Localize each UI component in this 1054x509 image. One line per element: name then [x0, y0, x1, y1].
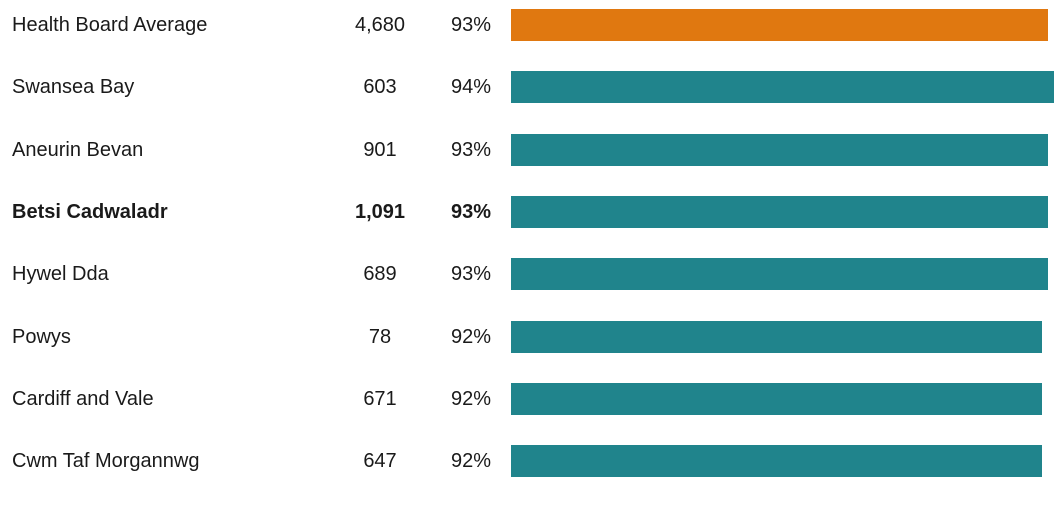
health-board-bar-chart: Health Board Average 4,680 93% Swansea Bay 6…: [0, 0, 1054, 484]
table-row: Aneurin Bevan 901 93%: [0, 134, 1054, 198]
row-percent-label: 92%: [436, 325, 506, 349]
bar-track: [511, 134, 1054, 166]
bar-track: [511, 445, 1054, 477]
row-label: Health Board Average: [12, 13, 207, 37]
row-count: 4,680: [330, 13, 430, 37]
row-percent-label: 93%: [436, 13, 506, 37]
row-count: 901: [330, 138, 430, 162]
table-row: Powys 78 92%: [0, 321, 1054, 385]
row-label: Hywel Dda: [12, 262, 109, 286]
row-count: 603: [330, 75, 430, 99]
row-count: 78: [330, 325, 430, 349]
row-percent-label: 93%: [436, 200, 506, 224]
bar: [511, 196, 1048, 228]
row-count: 1,091: [330, 200, 430, 224]
bar: [511, 445, 1042, 477]
bar-track: [511, 321, 1054, 353]
row-label: Cwm Taf Morgannwg: [12, 449, 199, 473]
table-row: Betsi Cadwaladr 1,091 93%: [0, 196, 1054, 260]
table-row: Health Board Average 4,680 93%: [0, 9, 1054, 73]
row-percent-label: 94%: [436, 75, 506, 99]
bar-track: [511, 258, 1054, 290]
row-percent-label: 93%: [436, 262, 506, 286]
row-label: Aneurin Bevan: [12, 138, 143, 162]
row-count: 647: [330, 449, 430, 473]
bar: [511, 134, 1048, 166]
row-count: 671: [330, 387, 430, 411]
row-percent-label: 93%: [436, 138, 506, 162]
bar: [511, 258, 1048, 290]
bar-track: [511, 9, 1054, 41]
table-row: Cwm Taf Morgannwg 647 92%: [0, 445, 1054, 509]
table-row: Swansea Bay 603 94%: [0, 71, 1054, 135]
table-row: Cardiff and Vale 671 92%: [0, 383, 1054, 447]
bar: [511, 321, 1042, 353]
bar-track: [511, 383, 1054, 415]
bar: [511, 71, 1054, 103]
average-bar: [511, 9, 1048, 41]
row-label: Swansea Bay: [12, 75, 134, 99]
row-percent-label: 92%: [436, 387, 506, 411]
row-label: Cardiff and Vale: [12, 387, 154, 411]
row-percent-label: 92%: [436, 449, 506, 473]
table-row: Hywel Dda 689 93%: [0, 258, 1054, 322]
row-count: 689: [330, 262, 430, 286]
row-label: Powys: [12, 325, 71, 349]
bar-track: [511, 71, 1054, 103]
bar-track: [511, 196, 1054, 228]
row-label: Betsi Cadwaladr: [12, 200, 168, 224]
bar: [511, 383, 1042, 415]
